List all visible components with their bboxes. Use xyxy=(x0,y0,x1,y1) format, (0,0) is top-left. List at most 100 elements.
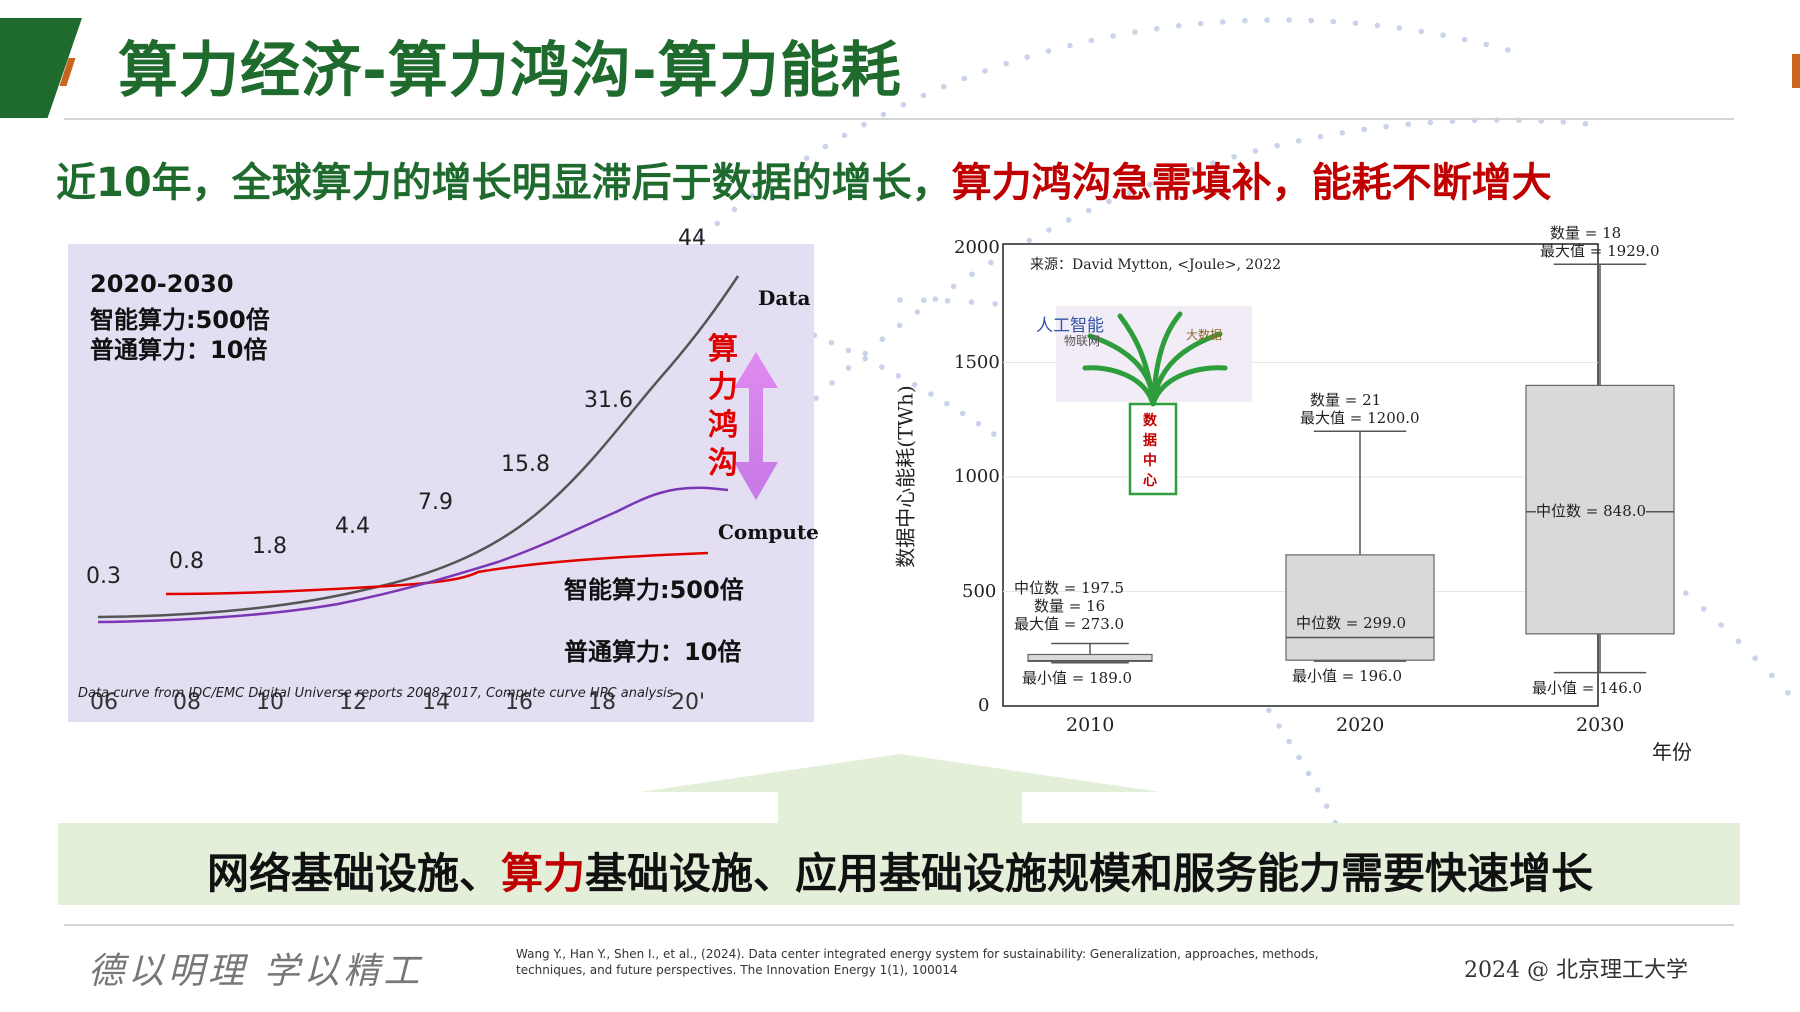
decorative-dot xyxy=(1317,133,1324,140)
growth-chart-source: Data curve from IDC/EMC Digital Universe… xyxy=(78,686,674,701)
banner-text: 网络基础设施、算力基础设施、应用基础设施规模和服务能力需要快速增长 xyxy=(0,840,1800,901)
decorative-dot xyxy=(1231,154,1237,160)
decorative-dot xyxy=(1582,120,1589,127)
box-stat-label: 数量 = 21 xyxy=(1310,391,1382,410)
data-series-line xyxy=(97,275,740,619)
decorative-dot xyxy=(1197,20,1204,27)
decorative-dot xyxy=(1085,207,1092,214)
decorative-dot xyxy=(862,355,868,362)
decorative-dot xyxy=(1242,17,1248,24)
y-tick-label: 2000 xyxy=(954,237,1000,258)
box-body xyxy=(1285,554,1435,661)
data-center-tree-icon xyxy=(1056,306,1252,496)
box-plot-source: 来源：David Mytton, <Joule>, 2022 xyxy=(1030,257,1282,273)
inset-word: 大数据 xyxy=(1186,328,1223,342)
decorative-dot xyxy=(813,395,819,401)
university-motto: 德以明理 学以精工 xyxy=(88,951,424,992)
box-stat-label: 数量 = 18 xyxy=(1550,224,1622,243)
decorative-dot xyxy=(731,206,738,213)
x-tick-label: 08 xyxy=(173,690,201,715)
decorative-dot xyxy=(1126,190,1133,196)
growth-note-period: 2020-2030 xyxy=(90,270,234,298)
inset-label-char: 中 xyxy=(1143,453,1157,469)
decorative-dot xyxy=(950,283,957,290)
page-title: 算力经济-算力鸿沟-算力能耗 xyxy=(118,36,902,106)
box-stat-label: 中位数 = 197.5 xyxy=(1014,579,1125,598)
data-value-label: 4.4 xyxy=(335,514,370,539)
inset-label-char: 据 xyxy=(1143,433,1157,449)
decorative-dot xyxy=(969,271,975,278)
intelligent-compute-line xyxy=(165,551,709,596)
series-label-intelligent: 智能算力:500倍 xyxy=(564,576,744,604)
decorative-dot xyxy=(992,301,998,307)
decorative-dot xyxy=(932,296,939,302)
banner-text-part: 基础设施、应用基础设施规模和服务能力需要快速增长 xyxy=(585,849,1594,898)
decorative-dot xyxy=(961,75,968,82)
decorative-dot xyxy=(982,68,988,74)
copyright-text: 2024 @ 北京理工大学 xyxy=(1464,958,1688,983)
inset-label-char: 心 xyxy=(1143,473,1157,489)
decorative-dot xyxy=(900,101,907,108)
decorative-dot xyxy=(1427,119,1434,126)
decorative-dot xyxy=(1323,803,1330,809)
decorative-dot xyxy=(914,309,921,315)
x-tick-label: 2030 xyxy=(1576,714,1625,736)
box-stat-label: 数量 = 16 xyxy=(1034,597,1106,616)
decorative-dot xyxy=(1700,606,1707,612)
corner-accent-mark xyxy=(1792,54,1800,88)
decorative-dot xyxy=(1383,123,1389,130)
decorative-dot xyxy=(1266,707,1272,714)
decorative-dot xyxy=(879,336,886,343)
decorative-dot xyxy=(862,350,868,357)
decorative-dot xyxy=(845,365,852,371)
decorative-dot xyxy=(921,297,927,304)
decorative-dot xyxy=(879,364,885,370)
decorative-dot xyxy=(861,121,867,128)
x-tick-label: 12 xyxy=(339,690,367,715)
x-tick-label: 06 xyxy=(90,690,118,715)
decorative-dot xyxy=(1067,42,1073,49)
footer-divider xyxy=(64,924,1734,926)
decorative-dot xyxy=(697,234,704,241)
subtitle-green: 近10年，全球算力的增长明显滞后于数据的增长， xyxy=(56,160,952,206)
decorative-dot xyxy=(841,132,848,139)
decorative-dot xyxy=(1175,23,1182,29)
box-stat-label: 最大值 = 1200.0 xyxy=(1300,409,1420,428)
x-tick-label: 2010 xyxy=(1066,714,1115,736)
decorative-dot xyxy=(767,180,773,186)
decorative-dot xyxy=(1046,227,1052,233)
data-value-label: 0.8 xyxy=(169,549,204,574)
compute-series-line xyxy=(97,486,729,624)
decorative-dot xyxy=(1308,17,1314,24)
box-min-label: 最小值 = 189.0 xyxy=(1022,668,1133,687)
subtitle-red: 算力鸿沟急需填补，能耗不断增大 xyxy=(951,160,1552,206)
box-median-label: 中位数 = 299.0 xyxy=(1296,611,1407,633)
series-label-compute: Compute xyxy=(718,520,819,544)
inset-label-char: 数 xyxy=(1143,413,1157,429)
data-value-label: 0.3 xyxy=(86,564,121,589)
decorative-dot xyxy=(1305,770,1312,777)
banner-band xyxy=(58,823,1740,905)
decorative-dot xyxy=(1330,18,1337,25)
decorative-dot xyxy=(1026,237,1033,244)
decorative-dot xyxy=(1735,638,1742,645)
decorative-dot xyxy=(1045,48,1052,54)
y-axis-label: 数据中心能耗(TWh) xyxy=(893,385,918,568)
page-subtitle: 近10年，全球算力的增长明显滞后于数据的增长，算力鸿沟急需填补，能耗不断增大 xyxy=(56,150,1552,208)
decorative-dot xyxy=(1560,119,1567,125)
data-value-label: 44 xyxy=(678,226,706,251)
x-tick-label: 18 xyxy=(588,690,616,715)
inset-word: 物联网 xyxy=(1064,334,1101,348)
decorative-dot xyxy=(895,373,902,379)
decorative-dot xyxy=(911,382,918,388)
decorative-dot xyxy=(1220,19,1226,25)
decorative-dot xyxy=(1396,25,1403,31)
decorative-dot xyxy=(829,380,835,386)
x-tick-label: 20' xyxy=(671,690,706,715)
decorative-dot xyxy=(714,220,721,227)
decorative-dot xyxy=(785,167,791,174)
decorative-dot xyxy=(920,92,927,99)
decorative-dot xyxy=(1088,37,1095,44)
decorative-dot xyxy=(1110,33,1116,39)
decorative-dot xyxy=(1296,754,1302,761)
